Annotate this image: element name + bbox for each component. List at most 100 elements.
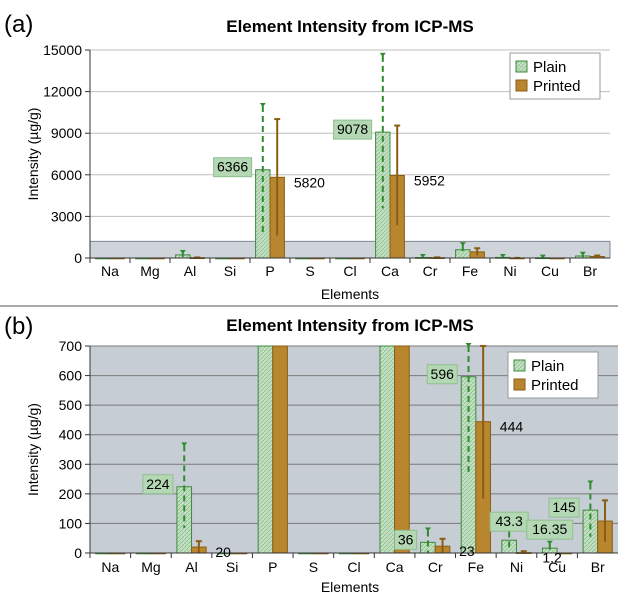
data-label-plain-P: 6366 [217,159,248,175]
data-label-box [333,119,373,140]
y-tick-label: 100 [59,515,83,531]
x-tick-label: Br [591,559,605,575]
panel-b-chart: (b) Element Intensity from ICP-MS 0 100 200 3… [4,313,618,595]
panel-a-chart: (a) Element Intensity from ICP-MS 0 3000 600… [4,11,611,302]
x-tick-label: Cr [423,263,438,279]
x-tick-label: Ni [503,263,516,279]
legend-label-plain: Plain [531,358,564,375]
data-label-plain-Fe: 596 [431,366,455,382]
data-label-box [213,157,253,178]
x-tick-label: P [265,263,274,279]
printed-bar-Ca [394,345,410,554]
plain-error-cap [499,253,506,258]
y-tick-label: 15000 [43,42,82,58]
plain-error-cap [424,527,431,532]
chart-title: Element Intensity from ICP-MS [226,17,473,36]
plain-bar-P [255,169,271,259]
plain-error-cap [546,540,553,545]
x-tick-label: Al [184,263,196,279]
y-tick-label: 3000 [51,208,82,224]
data-label-plain-Cu: 16.35 [532,521,567,537]
printed-bar-P [272,345,288,554]
data-label-box [548,497,580,518]
legend-label-plain: Plain [533,59,566,76]
data-label-printed-Cr: 23 [459,543,475,559]
data-label-box [526,519,574,540]
plain-error-cap [465,343,472,347]
x-tick-label: Cl [347,559,360,575]
y-axis-label: Intensity (µg/g) [25,108,41,201]
data-label-plain-Al: 224 [146,476,170,492]
x-tick-label: S [309,559,318,575]
plain-error-cap [459,242,466,247]
x-tick-label: Mg [140,263,159,279]
y-tick-label: 9000 [51,125,82,141]
legend-swatch-plain [513,359,526,372]
plain-error-cap [379,52,386,57]
legend-swatch-plain [515,60,528,73]
legend-label-printed: Printed [531,377,579,394]
legend: Plain Printed [507,351,599,399]
zoom-highlight-band [89,240,611,259]
x-tick-label: Na [101,263,119,279]
y-tick-label: 400 [59,427,83,443]
x-axis-label: Elements [321,579,379,595]
y-tick-label: 200 [59,486,83,502]
data-label-plain-Cr: 36 [398,531,414,547]
plain-error-cap [259,102,266,107]
y-tick-label: 500 [59,397,83,413]
data-label-printed-Ca: 5952 [414,172,445,188]
data-label-printed-Fe: 444 [500,419,524,435]
y-tick-label: 600 [59,368,83,384]
x-tick-label: Mg [141,559,160,575]
plain-bar-Fe [460,376,477,554]
data-label-printed-Ni: 1.2 [542,550,562,566]
x-tick-label: Si [226,559,238,575]
y-tick-label: 12000 [43,84,82,100]
legend-swatch-printed [515,79,528,92]
plain-error-cap [179,249,186,254]
x-tick-label: P [268,559,277,575]
y-tick-label: 0 [74,545,82,561]
x-tick-label: Na [101,559,119,575]
x-tick-label: Cu [548,559,566,575]
x-tick-label: S [305,263,314,279]
legend: Plain Printed [509,52,601,100]
x-tick-label: Fe [468,559,485,575]
legend-swatch-printed [513,378,526,391]
plain-bar-P [257,345,274,554]
y-tick-label: 0 [74,250,82,266]
plain-error-cap [419,253,426,258]
y-tick-label: 6000 [51,167,82,183]
plain-bar-Ca [379,345,396,554]
data-label-printed-Al: 20 [215,544,231,560]
x-tick-label: Ca [386,559,404,575]
x-tick-label: Cl [343,263,356,279]
data-label-box [426,364,458,385]
data-label-plain-Ca: 9078 [337,121,368,137]
data-label-plain-Br: 145 [552,499,576,515]
data-label-printed-P: 5820 [294,174,325,190]
x-axis-label: Elements [321,286,379,302]
y-axis-label: Intensity (µg/g) [25,403,41,496]
x-tick-label: Br [583,263,597,279]
plain-error-cap [587,480,594,485]
x-tick-label: Si [224,263,236,279]
x-tick-label: Ca [381,263,399,279]
x-tick-label: Cr [428,559,443,575]
data-label-plain-Ni: 43.3 [496,513,523,529]
y-tick-label: 700 [59,338,83,354]
panel-tag: (a) [4,11,33,38]
y-tick-label: 300 [59,456,83,472]
data-label-box [394,529,418,550]
panel-tag: (b) [4,313,33,340]
x-tick-label: Al [185,559,197,575]
legend-label-printed: Printed [533,78,581,95]
chart-title: Element Intensity from ICP-MS [226,316,473,335]
x-tick-label: Cu [541,263,559,279]
x-tick-label: Ni [510,559,523,575]
x-tick-label: Fe [462,263,479,279]
plain-error-cap [539,254,546,259]
data-label-box [142,474,174,495]
